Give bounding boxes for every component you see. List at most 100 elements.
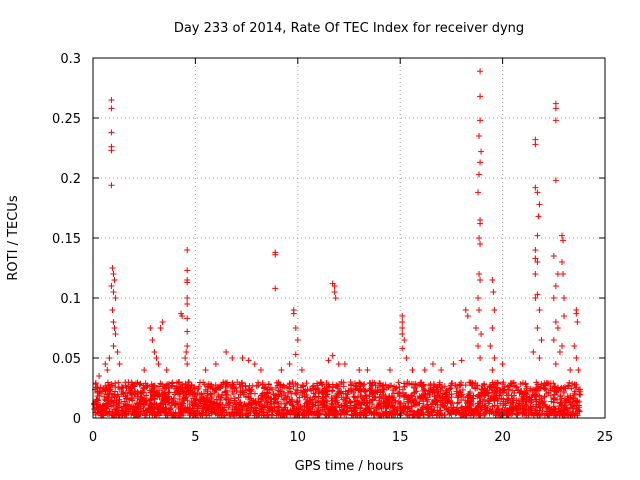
data-point xyxy=(266,381,273,388)
data-point xyxy=(388,409,395,416)
data-point xyxy=(500,387,507,394)
data-point xyxy=(156,393,163,400)
data-point xyxy=(409,367,416,373)
data-point xyxy=(263,389,270,396)
data-point xyxy=(292,351,299,358)
data-point xyxy=(272,251,279,258)
data-point xyxy=(449,407,456,414)
data-point xyxy=(486,383,493,390)
data-point xyxy=(571,343,578,349)
data-point xyxy=(281,395,288,402)
data-point xyxy=(564,383,571,390)
data-point xyxy=(151,384,158,391)
data-point xyxy=(547,392,554,399)
data-point xyxy=(116,396,123,403)
data-point xyxy=(491,355,498,361)
data-point xyxy=(532,271,539,277)
data-point xyxy=(400,400,407,407)
data-point xyxy=(420,402,427,409)
data-point xyxy=(106,401,113,408)
data-point xyxy=(537,404,544,411)
data-point xyxy=(273,379,280,386)
data-point xyxy=(104,410,111,417)
data-point xyxy=(184,295,191,301)
data-point xyxy=(561,313,568,319)
data-point xyxy=(124,392,131,399)
data-point xyxy=(159,381,166,388)
x-tick-label: 5 xyxy=(191,430,199,445)
data-point xyxy=(226,402,233,409)
data-point xyxy=(507,383,514,390)
data-point xyxy=(442,389,449,396)
data-point xyxy=(390,404,397,411)
data-point xyxy=(94,388,101,395)
data-point xyxy=(396,403,403,410)
data-point xyxy=(528,405,535,412)
data-point xyxy=(154,388,161,395)
data-point xyxy=(550,295,557,301)
data-point xyxy=(223,349,230,355)
data-point xyxy=(108,390,115,397)
data-point xyxy=(294,381,301,388)
data-point xyxy=(386,382,393,389)
data-point xyxy=(527,387,534,394)
data-point xyxy=(403,355,410,361)
data-point xyxy=(108,411,115,418)
data-point xyxy=(211,386,218,393)
data-point xyxy=(371,394,378,401)
data-point xyxy=(409,393,416,400)
x-tick-label: 0 xyxy=(89,430,97,445)
data-point xyxy=(310,382,317,389)
data-point xyxy=(486,410,493,417)
x-tick-label: 20 xyxy=(494,430,511,445)
data-point xyxy=(319,390,326,396)
data-point xyxy=(475,402,482,409)
data-point xyxy=(245,412,252,419)
data-point xyxy=(550,380,557,387)
data-point xyxy=(149,337,156,343)
data-point xyxy=(475,295,482,301)
data-point xyxy=(534,259,541,265)
data-point xyxy=(476,393,483,400)
data-point xyxy=(93,404,100,411)
data-point xyxy=(272,285,279,292)
data-point xyxy=(242,383,249,390)
data-point xyxy=(191,410,198,417)
data-point xyxy=(532,295,539,301)
data-point xyxy=(239,355,246,361)
data-point xyxy=(197,379,204,386)
data-point xyxy=(351,402,358,409)
data-point xyxy=(176,395,183,402)
data-point xyxy=(321,385,328,392)
data-point xyxy=(245,394,252,401)
data-point xyxy=(138,394,145,401)
data-point xyxy=(504,407,511,414)
data-point xyxy=(503,408,510,415)
data-point xyxy=(187,407,194,414)
data-point xyxy=(438,395,445,402)
data-point xyxy=(336,404,343,411)
data-point xyxy=(558,403,565,410)
data-point xyxy=(188,382,195,389)
data-point xyxy=(179,313,186,319)
data-point xyxy=(552,177,559,184)
data-point xyxy=(332,295,339,301)
data-point xyxy=(560,237,567,244)
data-point xyxy=(535,213,542,220)
data-point xyxy=(159,385,166,392)
data-point xyxy=(527,409,534,416)
data-point xyxy=(393,384,400,391)
data-point xyxy=(331,283,338,289)
data-point xyxy=(129,397,136,404)
data-point xyxy=(556,349,563,355)
data-point xyxy=(147,405,154,412)
data-point xyxy=(429,389,436,396)
data-point xyxy=(208,410,215,417)
data-point xyxy=(102,387,109,394)
data-point xyxy=(550,253,557,259)
data-point xyxy=(280,411,287,418)
data-point xyxy=(399,331,406,337)
data-point xyxy=(184,267,191,274)
data-point xyxy=(470,401,477,408)
x-axis-ticks: 0 5 10 15 20 25 xyxy=(89,58,613,445)
